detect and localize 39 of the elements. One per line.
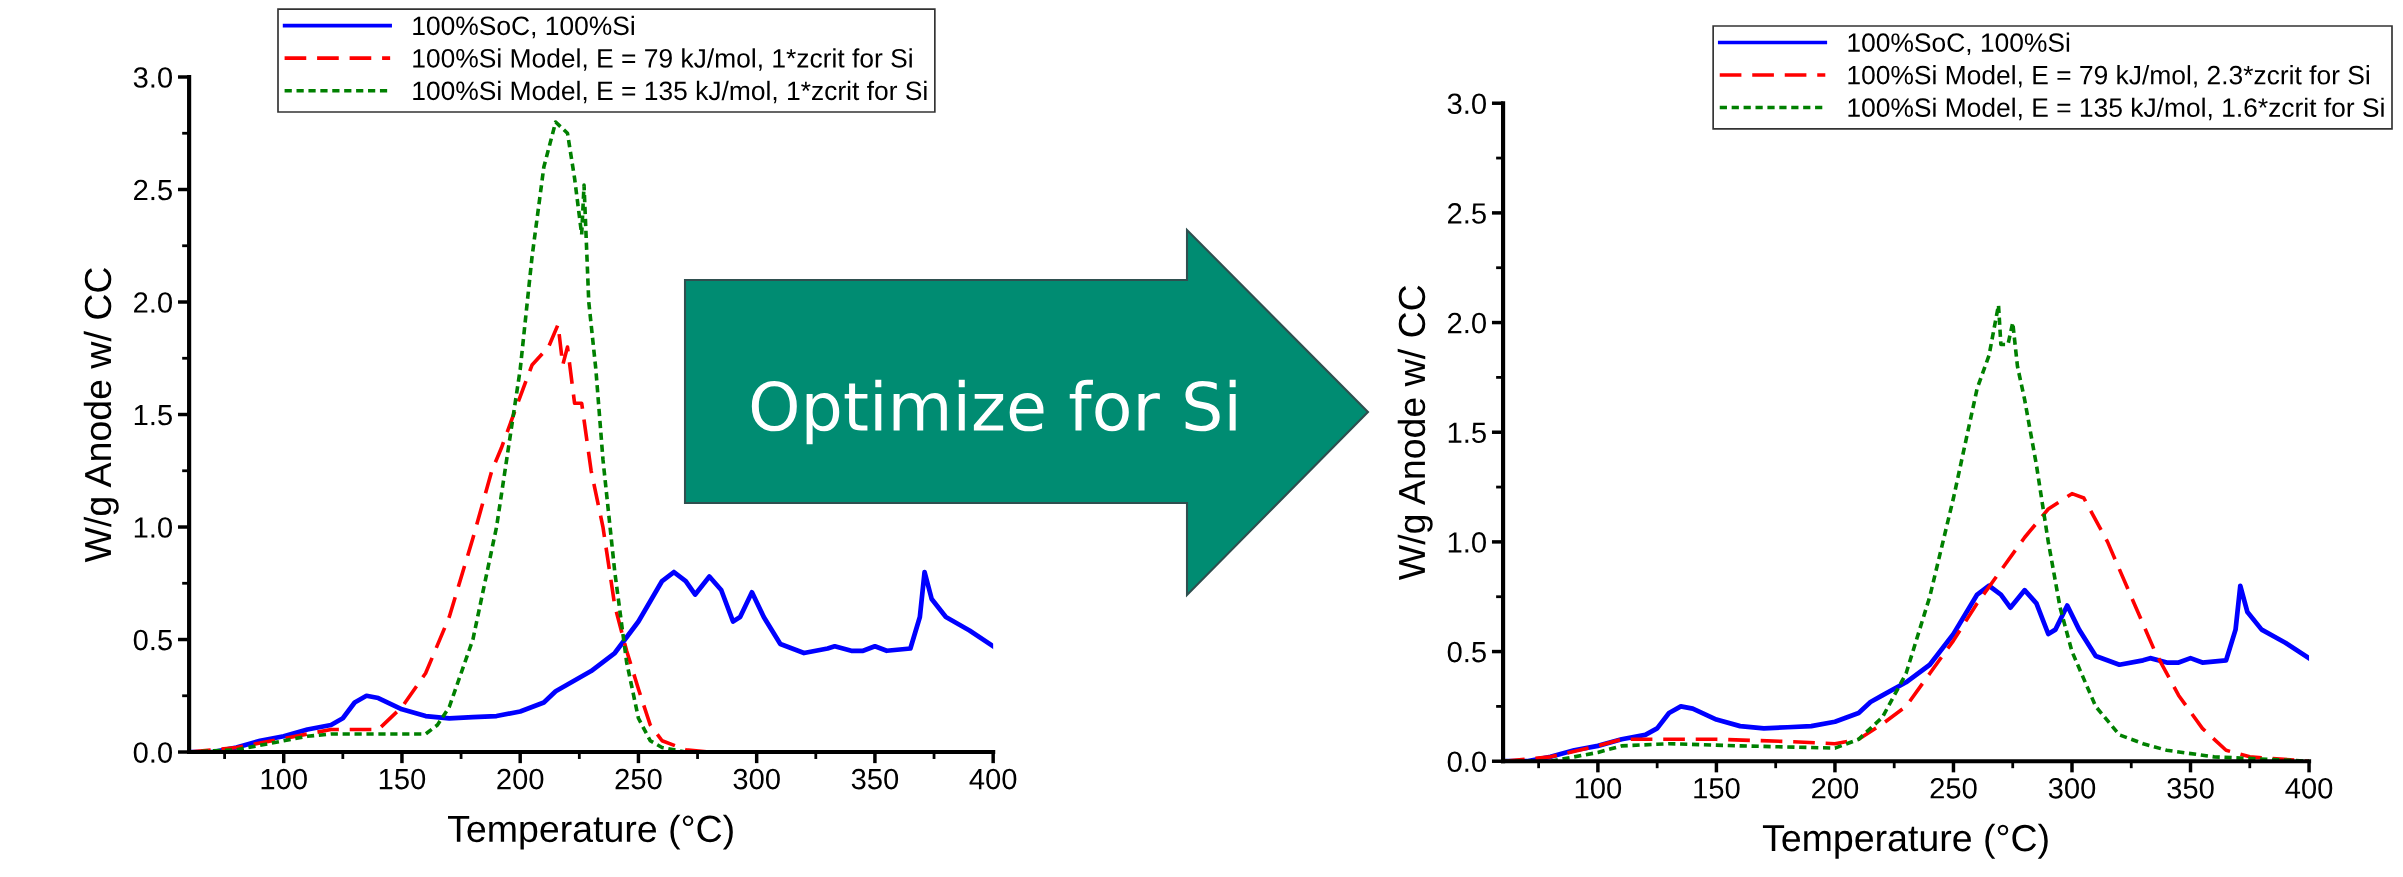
x-tick-label: 300 [733,768,780,790]
y-axis-title: W/g Anode w/ CC [1397,285,1433,581]
x-tick-label: 350 [2167,777,2214,799]
y-tick-label: 2.5 [134,179,172,201]
annotation: Optimize for Si [751,379,1236,445]
y-tick-label: 3.0 [133,67,173,88]
y-tick-label: 0.5 [1447,641,1486,663]
x-axis-title: Temperature (°C) [448,814,733,850]
legend-label: 100%Si Model, E = 135 kJ/mol, 1.6*zcrit for Si [1848,97,2384,121]
y-tick-label: 1.5 [1448,422,1486,444]
x-tick-label: 150 [1694,777,1740,799]
x-tick-label: 250 [615,768,662,790]
y-tick-label: 1.0 [134,517,173,538]
y-axis-title: W/g Anode w/ CC [83,267,119,563]
y-tick-label: 0.0 [133,742,173,763]
x-tick-label: 100 [261,768,307,790]
x-tick-label: 150 [379,768,426,790]
x-tick-label: 200 [497,768,544,790]
x-tick-label: 100 [1575,777,1622,799]
legend-label: 100%Si Model, E = 135 kJ/mol, 1*zcrit for Si [413,80,927,104]
x-tick-label: 350 [851,768,899,790]
y-tick-label: 1.0 [1448,532,1486,553]
y-tick-label: 2.5 [1448,203,1486,224]
legend-label: 100%SoC, 100%Si [413,15,634,39]
y-tick-label: 2.0 [134,292,173,313]
x-tick-label: 400 [2285,777,2333,799]
x-tick-label: 200 [1812,777,1859,799]
y-tick-label: 0.0 [1447,751,1486,773]
legend-label: 100%SoC, 100%Si [1848,32,2070,56]
x-tick-label: 250 [1930,777,1977,799]
x-axis-title: Temperature (°C) [1762,823,2048,859]
legend-label: 100%Si Model, E = 79 kJ/mol, 1*zcrit for Si [413,48,912,71]
y-tick-label: 3.0 [1447,93,1486,115]
y-tick-label: 1.5 [134,405,172,426]
x-tick-label: 300 [2048,777,2096,799]
x-tick-label: 400 [969,768,1017,790]
legend-label: 100%Si Model, E = 79 kJ/mol, 2.3*zcrit for Si [1848,65,2369,88]
y-tick-label: 0.5 [133,629,172,651]
y-tick-label: 2.0 [1448,312,1486,334]
